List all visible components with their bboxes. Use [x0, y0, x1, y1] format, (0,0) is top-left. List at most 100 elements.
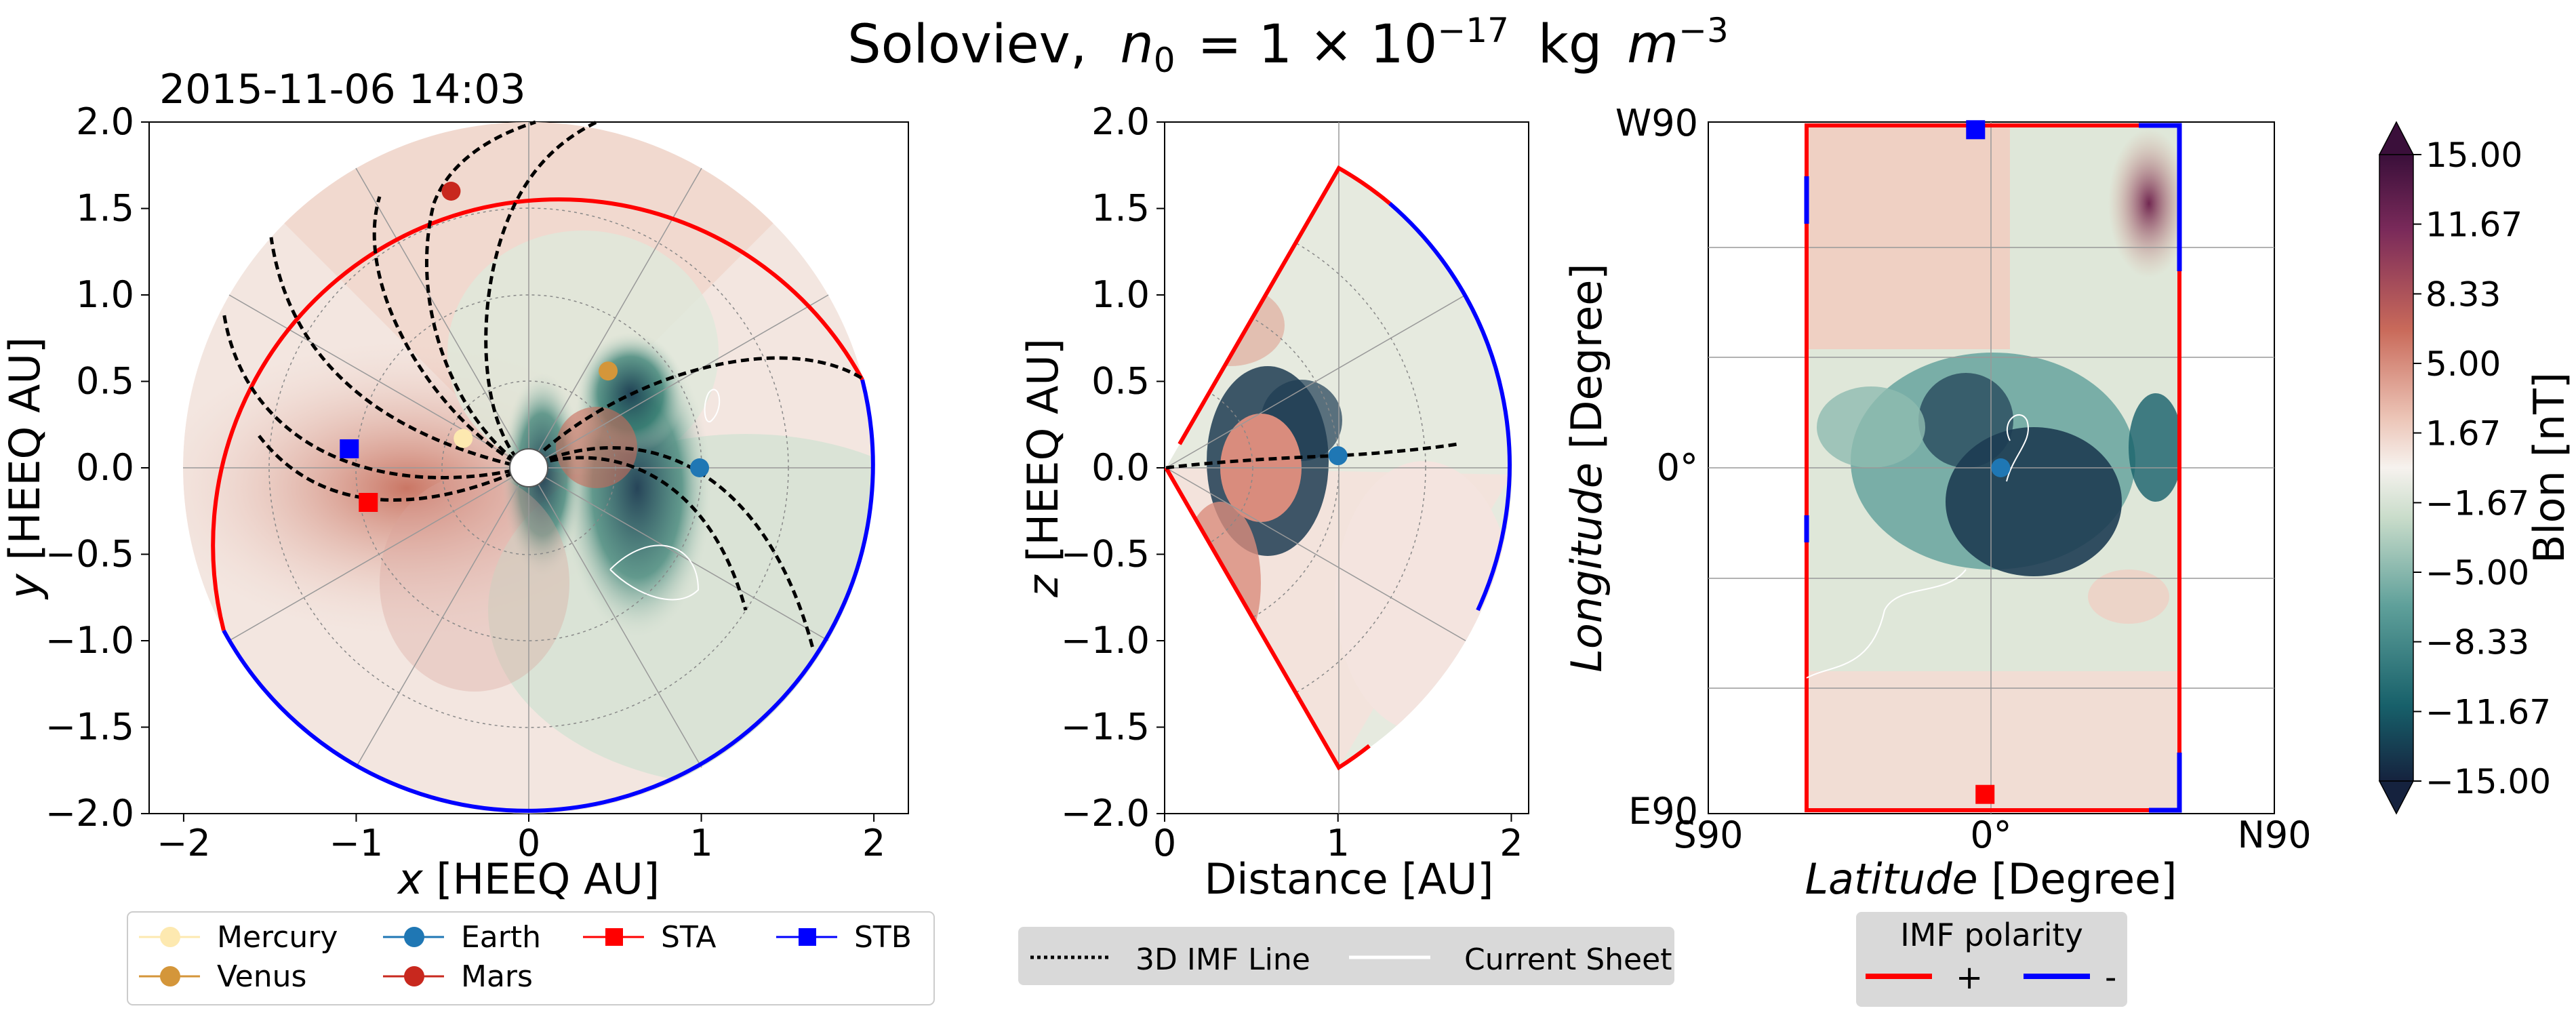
- sta-legend-label: STA: [661, 920, 717, 955]
- svg-text:0°: 0°: [1657, 446, 1698, 489]
- y-tick-label: 0.0: [1091, 446, 1150, 489]
- colorbar-tick-label: −8.33: [2426, 623, 2529, 662]
- mercury-legend-label: Mercury: [217, 920, 338, 955]
- imf-negative-label: -: [2105, 959, 2116, 997]
- latlon-panel: S90 0° N90 E90 0° W90 Latitude [Degree] …: [1562, 102, 2312, 904]
- y-tick-label: 1.0: [76, 273, 134, 316]
- latlon-boundary-negative: [1804, 123, 2182, 813]
- mars-legend-marker: [404, 966, 424, 986]
- current-sheet-contour: [704, 388, 721, 422]
- colorbar-tick-label: 1.67: [2426, 414, 2501, 454]
- venus-legend-marker: [160, 966, 180, 986]
- equatorial-ylabel: y [HEEQ AU]: [0, 337, 49, 600]
- mars-marker: [441, 182, 461, 201]
- colorbar-tick-label: 5.00: [2426, 344, 2501, 384]
- latlon-ylabel: Longitude [Degree]: [1562, 263, 1611, 672]
- y-tick-label: −2.0: [45, 792, 134, 835]
- figure-title: Soloviev, n0 = 1 × 10−17 kg m−3: [847, 0, 1729, 85]
- imf-line-label: 3D IMF Line: [1135, 942, 1310, 977]
- meridional-boundary-negative: [1388, 201, 1512, 612]
- venus-marker: [599, 361, 618, 381]
- imf-legend-box: [1856, 912, 2127, 1007]
- colorbar-top-extension: [2378, 121, 2415, 155]
- y-tick-label: 1.5: [1091, 187, 1150, 230]
- bodies-legend-items: Mercury Venus Earth Mars STA STB: [139, 920, 912, 994]
- earth-marker: [690, 458, 709, 477]
- latlon-y-ticks: E90 0° W90: [1615, 102, 1698, 833]
- mercury-legend-marker: [160, 927, 180, 947]
- lines-legend-box: [1018, 927, 1674, 985]
- latlon-xlabel: Latitude [Degree]: [1805, 854, 2177, 904]
- y-tick-label: 0.0: [76, 446, 134, 489]
- colorbar-tick-label: 15.00: [2426, 136, 2522, 175]
- x-tick-label: −1: [329, 822, 384, 864]
- y-tick-label: −1.0: [45, 619, 134, 662]
- equatorial-imf-lines: [222, 120, 866, 652]
- x-tick-label: 0: [517, 822, 540, 864]
- colorbar-tick-label: −11.67: [2426, 692, 2551, 732]
- svg-text:E90: E90: [1628, 790, 1698, 833]
- x-tick-label: 1: [1327, 822, 1350, 864]
- colorbar-gradient: [2379, 154, 2414, 782]
- earth-legend-marker: [404, 927, 424, 947]
- latlon-x-ticks: S90 0° N90: [1674, 814, 2312, 856]
- latlon-boundary-positive: [1805, 123, 2181, 812]
- colorbar: 15.00 11.67 8.33 5.00 1.67 −1.67 −5.00 −8.33 −11…: [2378, 121, 2574, 815]
- meridional-panel: 0 1 2 −2.0 −1.5 −1.0 −0.5 0.0 0.5 1.0 1.5 2.0 Dist…: [1018, 100, 1529, 904]
- y-tick-label: −1.0: [1061, 619, 1150, 662]
- colorbar-label: Blon [nT]: [2524, 372, 2574, 563]
- earth-legend-label: Earth: [461, 920, 541, 955]
- colorbar-tick-label: −5.00: [2426, 553, 2529, 593]
- stb-legend-marker: [799, 928, 816, 946]
- y-tick-label: −2.0: [1061, 792, 1150, 835]
- colorbar-tick-label: 11.67: [2426, 205, 2522, 245]
- svg-text:W90: W90: [1615, 102, 1698, 144]
- imf-positive-label: +: [1956, 959, 1983, 997]
- x-tick-label: 2: [862, 822, 885, 864]
- x-tick-label: 1: [689, 822, 712, 864]
- y-tick-label: 1.5: [76, 187, 134, 230]
- colorbar-tick-label: 8.33: [2426, 275, 2501, 314]
- equatorial-y-ticks: −2.0 −1.5 −1.0 −0.5 0.0 0.5 1.0 1.5 2.0: [45, 100, 149, 835]
- x-tick-label: 0: [1153, 822, 1176, 864]
- sta-legend-marker: [605, 928, 623, 946]
- meridional-xlabel: Distance [AU]: [1205, 854, 1494, 904]
- y-tick-label: 2.0: [1091, 100, 1150, 143]
- colorbar-ticks: 15.00 11.67 8.33 5.00 1.67 −1.67 −5.00 −8.33 −11…: [2413, 136, 2551, 801]
- stb-legend-label: STB: [854, 920, 912, 955]
- y-tick-label: 2.0: [76, 100, 134, 143]
- meridional-x-ticks: 0 1 2: [1153, 814, 1523, 864]
- meridional-y-ticks: −2.0 −1.5 −1.0 −0.5 0.0 0.5 1.0 1.5 2.0: [1061, 100, 1165, 835]
- equatorial-xlabel: x [HEEQ AU]: [397, 854, 660, 904]
- x-tick-label: −2: [157, 822, 211, 864]
- venus-legend-label: Venus: [217, 959, 306, 994]
- y-tick-label: −1.5: [1061, 706, 1150, 749]
- equatorial-x-ticks: −2 −1 0 1 2: [157, 814, 885, 864]
- current-sheet-contour: [609, 544, 700, 601]
- svg-text:0°: 0°: [1970, 814, 2011, 856]
- bodies-legend: Mercury Venus Earth Mars STA STB: [127, 911, 935, 1005]
- sta-marker: [1975, 784, 1995, 804]
- bodies-legend-box: [127, 911, 935, 1005]
- svg-text:N90: N90: [2237, 814, 2311, 856]
- latlon-current-sheet: [2006, 414, 2029, 482]
- y-tick-label: 0.5: [1091, 360, 1150, 403]
- imf-legend-title: IMF polarity: [1900, 917, 2083, 953]
- stb-marker: [1966, 120, 1986, 140]
- sun: [509, 448, 548, 487]
- y-tick-label: 1.0: [1091, 273, 1150, 316]
- meridional-boundary-positive: [1164, 466, 1371, 771]
- stb-marker: [340, 439, 359, 458]
- current-sheet-label: Current Sheet: [1464, 942, 1672, 977]
- imf-polarity-legend: IMF polarity + -: [1856, 912, 2127, 1007]
- meridional-spokes: [1165, 122, 1512, 814]
- latlon-current-sheet: [1806, 569, 1967, 679]
- y-tick-label: −0.5: [1061, 533, 1150, 576]
- earth-marker: [1991, 458, 2011, 477]
- boundary-positive-arc: [211, 197, 864, 631]
- y-tick-label: −1.5: [45, 706, 134, 749]
- sta-marker: [359, 493, 378, 512]
- meridional-boundary-positive-top: [1178, 165, 1391, 445]
- meridional-ylabel: z [HEEQ AU]: [1018, 338, 1068, 598]
